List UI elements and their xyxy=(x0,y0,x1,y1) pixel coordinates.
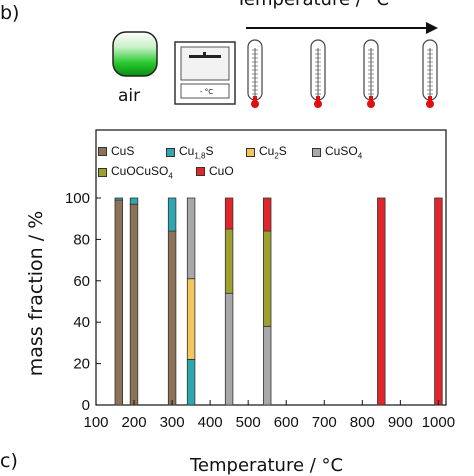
x-tick-label: 800 xyxy=(350,414,375,431)
bar-segment xyxy=(377,197,386,406)
oven-display-text: - °C xyxy=(200,88,214,96)
bar-segment xyxy=(114,197,123,201)
x-tick-label: 700 xyxy=(312,414,337,431)
bar-segment xyxy=(262,197,272,232)
bar-segment xyxy=(186,359,196,406)
thermometer-icon xyxy=(310,39,326,108)
bar-segment xyxy=(262,230,272,327)
legend-item: CuS xyxy=(98,144,134,158)
y-tick-label: 0 xyxy=(82,397,90,414)
bar-segment xyxy=(167,230,177,406)
legend-item: CuSO4 xyxy=(312,144,362,160)
legend-label: CuO xyxy=(209,164,234,178)
air-flask-icon xyxy=(112,31,158,77)
x-tick-label: 400 xyxy=(198,414,223,431)
bar-segment xyxy=(186,278,196,360)
bar-segment xyxy=(167,197,177,232)
x-tick-label: 100 xyxy=(83,414,108,431)
legend-label: Cu2S xyxy=(259,144,287,161)
bar-segment xyxy=(224,292,234,406)
legend-label: CuSO4 xyxy=(325,144,363,161)
y-axis-label: mass fraction / % xyxy=(25,211,47,377)
legend-swatch xyxy=(196,166,205,176)
legend-swatch xyxy=(98,146,107,156)
thermometer-icon xyxy=(422,39,438,108)
bar-segment xyxy=(186,197,196,280)
legend-item: Cu1,8S xyxy=(166,144,213,160)
oven-icon xyxy=(174,41,236,105)
x-tick-label: 600 xyxy=(274,414,299,431)
y-tick-label: 80 xyxy=(73,231,90,248)
x-tick-label: 1000 xyxy=(422,414,455,431)
bar-segment xyxy=(224,228,234,294)
x-tick-label: 200 xyxy=(122,414,147,431)
schematic-title: Temperature / °C xyxy=(236,0,389,10)
legend-item: CuOCuSO4 xyxy=(98,164,173,180)
bar-segment xyxy=(434,197,443,406)
panel-label-c: c) xyxy=(0,450,18,472)
bar-segment xyxy=(262,325,272,406)
x-tick-label: 900 xyxy=(388,414,413,431)
thermometer-icon xyxy=(363,39,379,108)
panel-label-b: b) xyxy=(0,2,20,24)
bar-segment xyxy=(129,197,139,205)
bar-segment xyxy=(224,197,234,230)
y-tick-label: 60 xyxy=(73,273,90,290)
legend-swatch xyxy=(98,167,107,177)
legend-swatch xyxy=(246,147,255,157)
legend-label: Cu1,8S xyxy=(179,144,214,161)
legend-label: CuOCuSO4 xyxy=(111,164,173,181)
thermometer-icon xyxy=(247,39,263,108)
bar-segment xyxy=(114,199,123,406)
x-tick-label: 300 xyxy=(160,414,185,431)
bar-segment xyxy=(129,203,139,406)
y-tick-label: 20 xyxy=(73,356,90,373)
y-tick-label: 100 xyxy=(65,190,90,207)
arrow-right-icon xyxy=(246,22,438,34)
thermometer-group xyxy=(247,39,438,108)
legend-item: CuO xyxy=(196,164,234,178)
y-tick-label: 40 xyxy=(73,314,90,331)
air-label: air xyxy=(118,86,141,106)
legend-swatch xyxy=(166,147,175,157)
legend-item: Cu2S xyxy=(246,144,287,160)
x-tick-label: 500 xyxy=(236,414,261,431)
panel-c-title: Temperature / °C xyxy=(190,455,344,476)
chart-area: 0 20 40 60 80 100 100 200 300 400 500 600 700 800 900 1… xyxy=(25,129,455,431)
legend-swatch xyxy=(312,147,321,157)
legend-label: CuS xyxy=(111,144,135,158)
